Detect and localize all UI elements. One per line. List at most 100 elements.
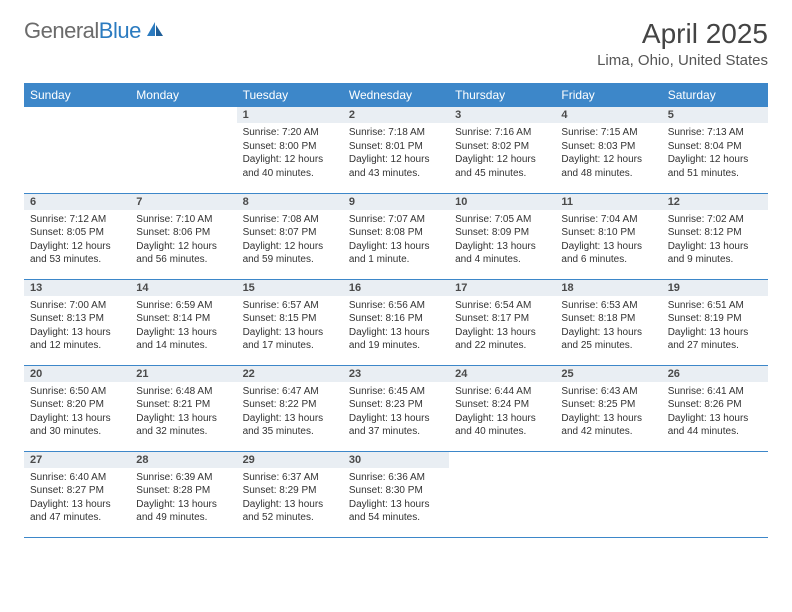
daylight-text: Daylight: 13 hours and 30 minutes. — [30, 412, 124, 439]
day-details: Sunrise: 6:54 AMSunset: 8:17 PMDaylight:… — [449, 296, 555, 357]
day-number: 16 — [343, 280, 449, 296]
day-number: 13 — [24, 280, 130, 296]
calendar-day-cell: 19Sunrise: 6:51 AMSunset: 8:19 PMDayligh… — [662, 279, 768, 365]
daylight-text: Daylight: 13 hours and 40 minutes. — [455, 412, 549, 439]
daylight-text: Daylight: 13 hours and 19 minutes. — [349, 326, 443, 353]
day-number: 17 — [449, 280, 555, 296]
sunset-text: Sunset: 8:12 PM — [668, 226, 762, 240]
day-number: 20 — [24, 366, 130, 382]
day-number: 25 — [555, 366, 661, 382]
daylight-text: Daylight: 13 hours and 4 minutes. — [455, 240, 549, 267]
daylight-text: Daylight: 12 hours and 43 minutes. — [349, 153, 443, 180]
daylight-text: Daylight: 12 hours and 51 minutes. — [668, 153, 762, 180]
day-header: Wednesday — [343, 83, 449, 107]
day-details: Sunrise: 6:47 AMSunset: 8:22 PMDaylight:… — [237, 382, 343, 443]
daylight-text: Daylight: 13 hours and 6 minutes. — [561, 240, 655, 267]
sunrise-text: Sunrise: 7:08 AM — [243, 213, 337, 227]
daylight-text: Daylight: 13 hours and 32 minutes. — [136, 412, 230, 439]
calendar-day-cell: 14Sunrise: 6:59 AMSunset: 8:14 PMDayligh… — [130, 279, 236, 365]
day-details: Sunrise: 6:41 AMSunset: 8:26 PMDaylight:… — [662, 382, 768, 443]
sunrise-text: Sunrise: 6:40 AM — [30, 471, 124, 485]
day-number: 6 — [24, 194, 130, 210]
daylight-text: Daylight: 13 hours and 14 minutes. — [136, 326, 230, 353]
calendar-day-cell: 25Sunrise: 6:43 AMSunset: 8:25 PMDayligh… — [555, 365, 661, 451]
day-details: Sunrise: 7:10 AMSunset: 8:06 PMDaylight:… — [130, 210, 236, 271]
day-number: 1 — [237, 107, 343, 123]
day-details: Sunrise: 6:56 AMSunset: 8:16 PMDaylight:… — [343, 296, 449, 357]
calendar-day-cell: 13Sunrise: 7:00 AMSunset: 8:13 PMDayligh… — [24, 279, 130, 365]
calendar-week-row: 1Sunrise: 7:20 AMSunset: 8:00 PMDaylight… — [24, 107, 768, 193]
daylight-text: Daylight: 13 hours and 17 minutes. — [243, 326, 337, 353]
calendar-day-cell: 18Sunrise: 6:53 AMSunset: 8:18 PMDayligh… — [555, 279, 661, 365]
day-number: 28 — [130, 452, 236, 468]
day-details: Sunrise: 7:12 AMSunset: 8:05 PMDaylight:… — [24, 210, 130, 271]
page-header: GeneralBlue April 2025 Lima, Ohio, Unite… — [0, 0, 792, 75]
sunrise-text: Sunrise: 6:37 AM — [243, 471, 337, 485]
day-number: 29 — [237, 452, 343, 468]
day-number: 2 — [343, 107, 449, 123]
day-number: 5 — [662, 107, 768, 123]
daylight-text: Daylight: 13 hours and 52 minutes. — [243, 498, 337, 525]
daylight-text: Daylight: 13 hours and 44 minutes. — [668, 412, 762, 439]
sunset-text: Sunset: 8:05 PM — [30, 226, 124, 240]
day-details: Sunrise: 7:18 AMSunset: 8:01 PMDaylight:… — [343, 123, 449, 184]
sunset-text: Sunset: 8:00 PM — [243, 140, 337, 154]
day-number: 4 — [555, 107, 661, 123]
location-subtitle: Lima, Ohio, United States — [597, 52, 768, 69]
day-number: 18 — [555, 280, 661, 296]
calendar-empty-cell — [662, 451, 768, 537]
sunrise-text: Sunrise: 7:07 AM — [349, 213, 443, 227]
calendar-day-cell: 26Sunrise: 6:41 AMSunset: 8:26 PMDayligh… — [662, 365, 768, 451]
calendar-day-cell: 16Sunrise: 6:56 AMSunset: 8:16 PMDayligh… — [343, 279, 449, 365]
day-header: Friday — [555, 83, 661, 107]
calendar-week-row: 20Sunrise: 6:50 AMSunset: 8:20 PMDayligh… — [24, 365, 768, 451]
calendar-day-cell: 9Sunrise: 7:07 AMSunset: 8:08 PMDaylight… — [343, 193, 449, 279]
day-header: Monday — [130, 83, 236, 107]
day-number: 19 — [662, 280, 768, 296]
sunrise-text: Sunrise: 7:13 AM — [668, 126, 762, 140]
day-details: Sunrise: 6:48 AMSunset: 8:21 PMDaylight:… — [130, 382, 236, 443]
day-details: Sunrise: 6:37 AMSunset: 8:29 PMDaylight:… — [237, 468, 343, 529]
sunrise-text: Sunrise: 7:02 AM — [668, 213, 762, 227]
sail-icon — [145, 20, 165, 43]
day-header: Tuesday — [237, 83, 343, 107]
day-number: 11 — [555, 194, 661, 210]
day-details: Sunrise: 6:57 AMSunset: 8:15 PMDaylight:… — [237, 296, 343, 357]
sunset-text: Sunset: 8:09 PM — [455, 226, 549, 240]
day-number: 30 — [343, 452, 449, 468]
day-details: Sunrise: 7:20 AMSunset: 8:00 PMDaylight:… — [237, 123, 343, 184]
daylight-text: Daylight: 12 hours and 48 minutes. — [561, 153, 655, 180]
sunset-text: Sunset: 8:19 PM — [668, 312, 762, 326]
day-details: Sunrise: 7:00 AMSunset: 8:13 PMDaylight:… — [24, 296, 130, 357]
day-number: 27 — [24, 452, 130, 468]
sunset-text: Sunset: 8:06 PM — [136, 226, 230, 240]
sunset-text: Sunset: 8:24 PM — [455, 398, 549, 412]
sunset-text: Sunset: 8:23 PM — [349, 398, 443, 412]
calendar-day-cell: 6Sunrise: 7:12 AMSunset: 8:05 PMDaylight… — [24, 193, 130, 279]
calendar-day-cell: 21Sunrise: 6:48 AMSunset: 8:21 PMDayligh… — [130, 365, 236, 451]
day-details: Sunrise: 7:02 AMSunset: 8:12 PMDaylight:… — [662, 210, 768, 271]
calendar-body: 1Sunrise: 7:20 AMSunset: 8:00 PMDaylight… — [24, 107, 768, 537]
sunset-text: Sunset: 8:08 PM — [349, 226, 443, 240]
sunset-text: Sunset: 8:03 PM — [561, 140, 655, 154]
daylight-text: Daylight: 13 hours and 25 minutes. — [561, 326, 655, 353]
calendar-day-cell: 8Sunrise: 7:08 AMSunset: 8:07 PMDaylight… — [237, 193, 343, 279]
day-header: Saturday — [662, 83, 768, 107]
calendar-day-cell: 22Sunrise: 6:47 AMSunset: 8:22 PMDayligh… — [237, 365, 343, 451]
calendar-empty-cell — [130, 107, 236, 193]
sunrise-text: Sunrise: 6:44 AM — [455, 385, 549, 399]
daylight-text: Daylight: 13 hours and 35 minutes. — [243, 412, 337, 439]
sunrise-text: Sunrise: 6:51 AM — [668, 299, 762, 313]
sunset-text: Sunset: 8:17 PM — [455, 312, 549, 326]
day-number: 9 — [343, 194, 449, 210]
sunset-text: Sunset: 8:15 PM — [243, 312, 337, 326]
calendar-day-cell: 2Sunrise: 7:18 AMSunset: 8:01 PMDaylight… — [343, 107, 449, 193]
sunset-text: Sunset: 8:10 PM — [561, 226, 655, 240]
day-number: 23 — [343, 366, 449, 382]
sunset-text: Sunset: 8:02 PM — [455, 140, 549, 154]
sunset-text: Sunset: 8:30 PM — [349, 484, 443, 498]
sunrise-text: Sunrise: 6:53 AM — [561, 299, 655, 313]
day-number: 7 — [130, 194, 236, 210]
sunrise-text: Sunrise: 6:43 AM — [561, 385, 655, 399]
brand-text: GeneralBlue — [24, 18, 141, 44]
